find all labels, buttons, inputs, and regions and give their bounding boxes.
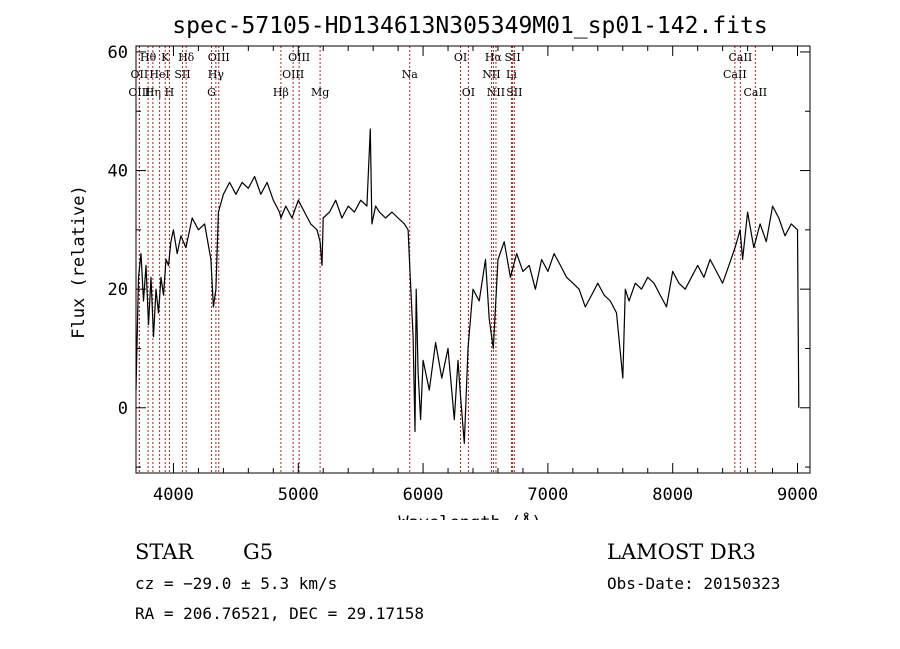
object-class: STAR: [135, 540, 194, 564]
line-marker-label: Hα: [485, 51, 503, 64]
line-marker-label: Na: [402, 68, 419, 81]
x-tick-label: 5000: [278, 485, 319, 505]
line-marker-label: OIII: [128, 86, 150, 99]
spectral-subclass: G5: [243, 540, 274, 564]
coordinates: RA = 206.76521, DEC = 29.17158: [135, 604, 424, 623]
plot-frame: [135, 45, 811, 474]
line-marker-label: CaII: [729, 51, 753, 64]
line-marker-label: OI: [454, 51, 467, 64]
line-marker-label: OIII: [288, 51, 310, 64]
y-tick-label: 20: [108, 280, 128, 300]
line-marker-label: HeI: [149, 68, 169, 81]
line-marker-label: NII: [482, 68, 500, 81]
line-marker-label: G: [207, 86, 216, 99]
line-marker-label: K: [161, 51, 170, 64]
line-marker-label: Hδ: [178, 51, 195, 64]
spectrum-series: [135, 128, 800, 444]
line-marker-label: SII: [174, 68, 190, 81]
x-tick-label: 6000: [403, 485, 444, 505]
line-marker-label: Mg: [311, 86, 329, 99]
line-marker-label: SII: [506, 86, 522, 99]
line-marker-label: Hθ: [140, 51, 157, 64]
line-marker-label: CaII: [723, 68, 747, 81]
x-tick-label: 7000: [527, 485, 568, 505]
line-marker-label: SII: [504, 51, 520, 64]
observation-date: Obs-Date: 20150323: [607, 574, 781, 593]
line-marker-label: Hγ: [208, 68, 225, 81]
x-tick-label: 8000: [652, 485, 693, 505]
survey-name: LAMOST DR3: [607, 540, 756, 564]
line-marker-label: CaII: [743, 86, 767, 99]
axes: 4000 5000 6000 7000 8000 9000 0 20 40 60: [108, 43, 818, 505]
line-marker-label: Li: [506, 68, 517, 81]
y-tick-label: 40: [108, 162, 128, 182]
line-marker-label: OIII: [282, 68, 304, 81]
x-tick-label: 9000: [777, 485, 818, 505]
y-tick-label: 60: [108, 43, 128, 63]
chart-title: spec-57105-HD134613N305349M01_sp01-142.f…: [172, 13, 767, 39]
line-marker-label: Hη: [145, 86, 161, 99]
line-marker-label: OIII: [208, 51, 230, 64]
line-marker-label: H: [165, 86, 175, 99]
line-marker-label: OI: [462, 86, 475, 99]
spectrum-chart: spec-57105-HD134613N305349M01_sp01-142.f…: [69, 13, 818, 520]
line-marker-label: Hβ: [273, 86, 289, 99]
x-axis-label: Wavelength (Å): [398, 511, 541, 520]
spectrum-line: [135, 128, 800, 444]
y-tick-label: 0: [118, 399, 128, 419]
redshift-value: cz = −29.0 ± 5.3 km/s: [135, 574, 338, 593]
x-tick-label: 4000: [153, 485, 194, 505]
y-axis-label: Flux (relative): [69, 185, 89, 339]
line-marker-label: NII: [487, 86, 505, 99]
